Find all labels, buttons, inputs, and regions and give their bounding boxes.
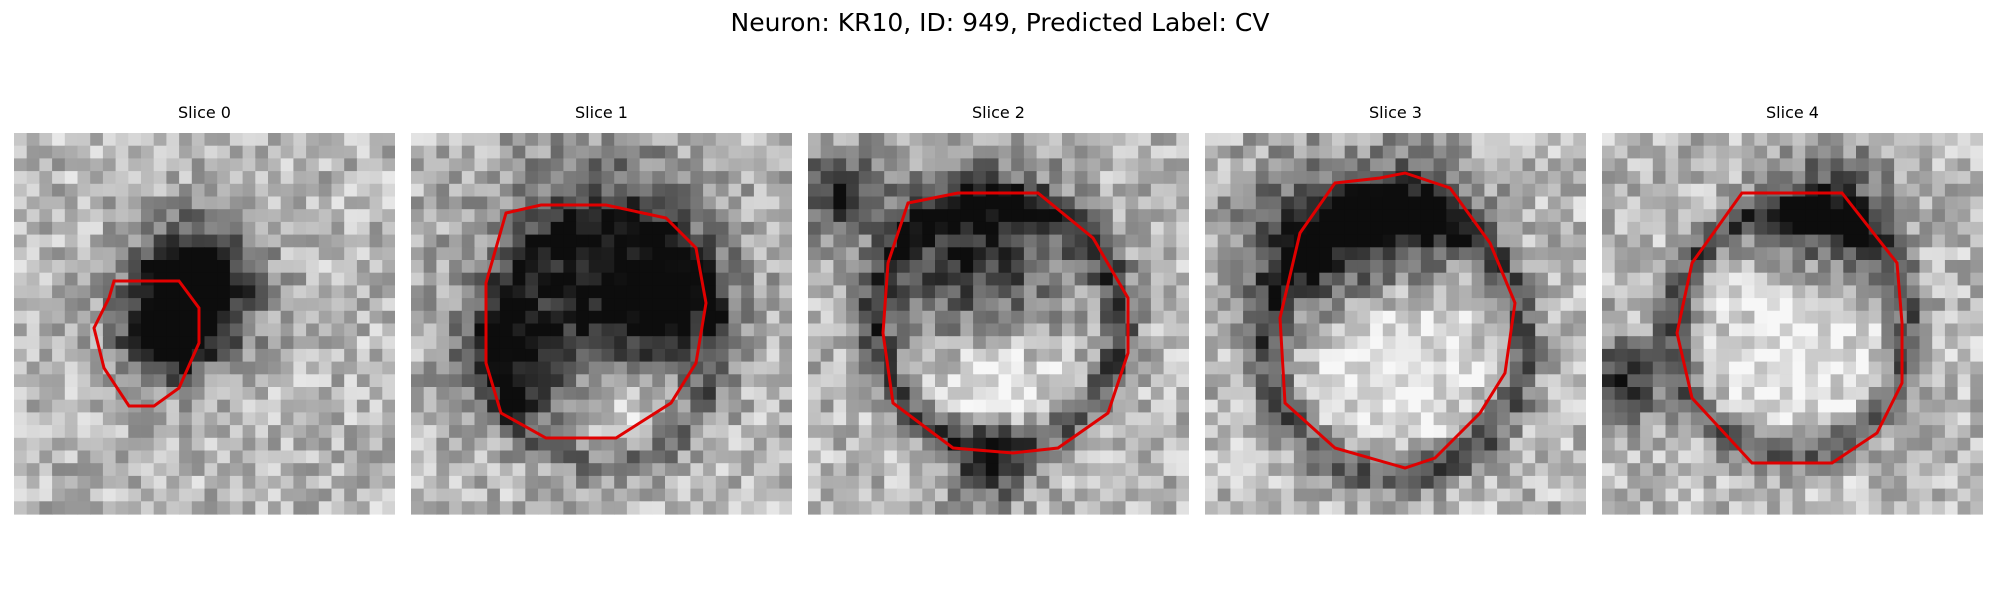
- slice-panel-0: Slice 0: [14, 133, 395, 515]
- slice-title-0: Slice 0: [14, 103, 395, 122]
- slice-panel-1: Slice 1: [411, 133, 792, 515]
- slice-panel-4: Slice 4: [1602, 133, 1983, 515]
- slice-panel-2: Slice 2: [808, 133, 1189, 515]
- slice-image-3: [1205, 133, 1586, 515]
- slice-title-4: Slice 4: [1602, 103, 1983, 122]
- slice-title-1: Slice 1: [411, 103, 792, 122]
- slice-image-0: [14, 133, 395, 515]
- slice-image-4: [1602, 133, 1983, 515]
- slice-title-3: Slice 3: [1205, 103, 1586, 122]
- slice-image-2: [808, 133, 1189, 515]
- slice-title-2: Slice 2: [808, 103, 1189, 122]
- slice-image-1: [411, 133, 792, 515]
- slice-panel-3: Slice 3: [1205, 133, 1586, 515]
- figure-title: Neuron: KR10, ID: 949, Predicted Label: …: [0, 8, 2000, 37]
